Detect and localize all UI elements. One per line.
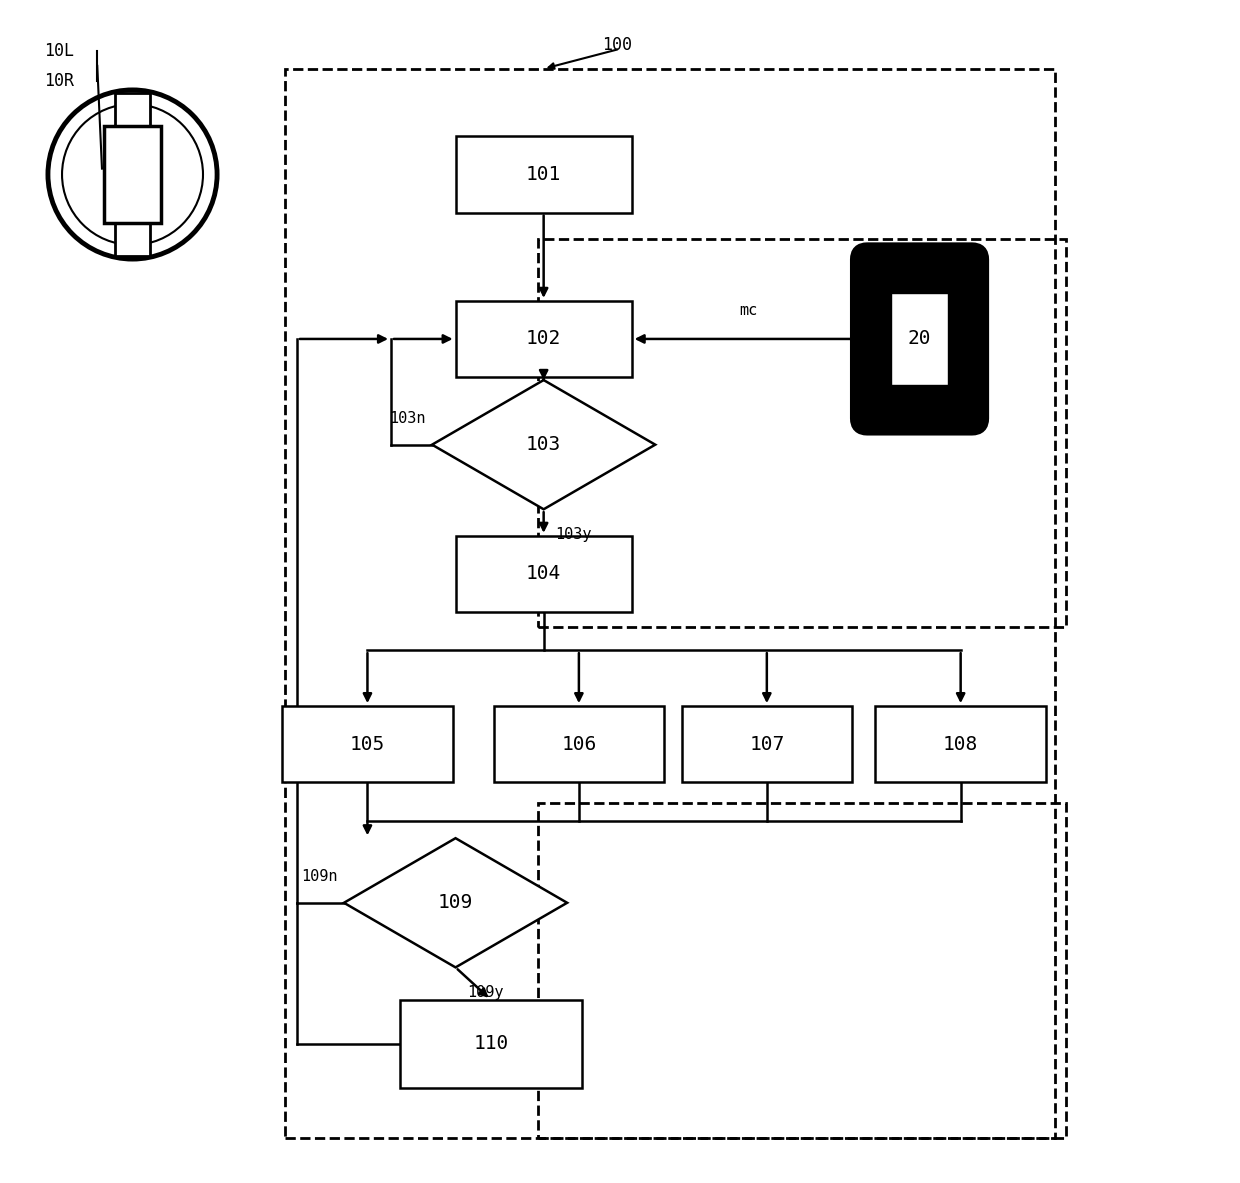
FancyBboxPatch shape [875,706,1045,782]
Polygon shape [343,839,567,968]
Text: 108: 108 [944,735,978,754]
FancyBboxPatch shape [682,706,852,782]
FancyBboxPatch shape [494,706,665,782]
Text: 109n: 109n [301,870,339,885]
Text: 103y: 103y [556,526,591,542]
FancyBboxPatch shape [455,536,631,612]
Text: mc: mc [739,303,758,318]
FancyBboxPatch shape [283,706,453,782]
Text: 107: 107 [749,735,785,754]
FancyBboxPatch shape [115,93,150,127]
Polygon shape [432,380,655,509]
Text: 106: 106 [562,735,596,754]
Text: 20: 20 [908,329,931,349]
Text: 10L: 10L [45,43,74,60]
Text: 102: 102 [526,329,562,349]
FancyBboxPatch shape [115,222,150,256]
Text: 103n: 103n [389,412,427,426]
Text: 110: 110 [474,1034,508,1053]
Text: 104: 104 [526,564,562,583]
Text: 103: 103 [526,435,562,454]
FancyBboxPatch shape [856,248,983,429]
FancyBboxPatch shape [874,264,965,414]
Text: 105: 105 [350,735,386,754]
FancyBboxPatch shape [104,127,161,222]
FancyBboxPatch shape [890,292,949,386]
Text: 109y: 109y [467,985,503,1000]
FancyBboxPatch shape [455,300,631,377]
Text: 100: 100 [603,37,632,54]
Text: 10R: 10R [45,71,74,90]
FancyBboxPatch shape [455,136,631,213]
FancyBboxPatch shape [399,1000,582,1088]
Text: 109: 109 [438,893,474,912]
Text: 101: 101 [526,164,562,185]
